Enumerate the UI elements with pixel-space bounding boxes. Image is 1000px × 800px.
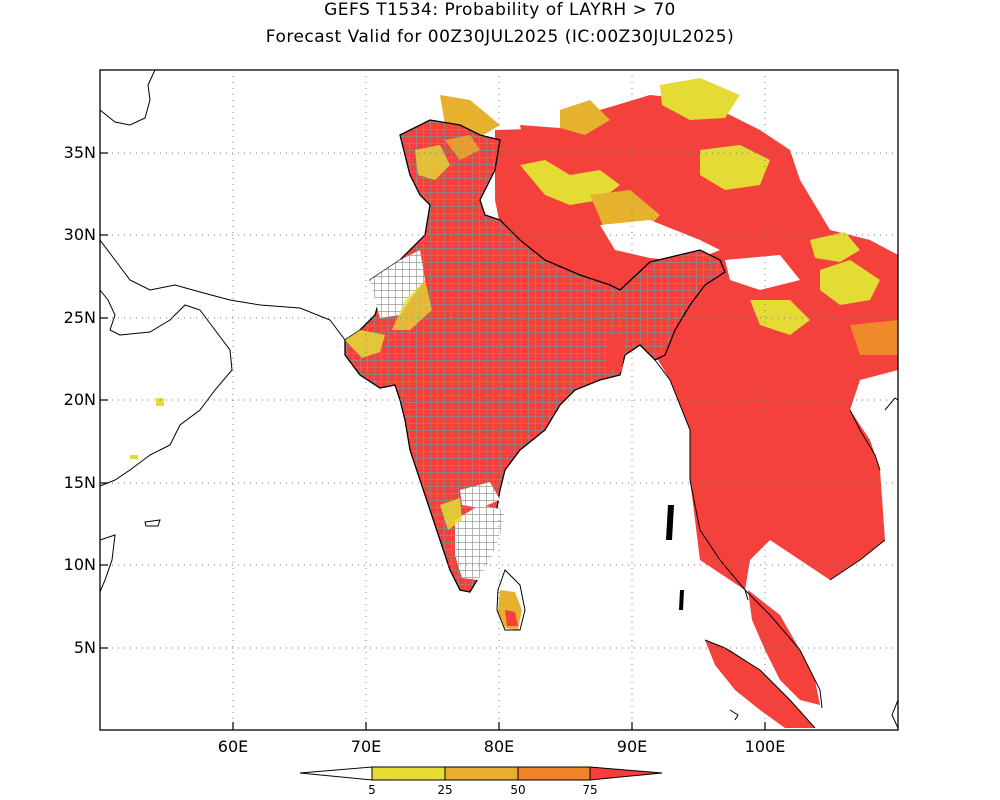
colorbar-label-5: 5: [368, 783, 376, 797]
probability-field: [130, 78, 898, 728]
lat-label-20n: 20N: [63, 390, 96, 409]
lat-label-30n: 30N: [63, 225, 96, 244]
axis-ticks: [100, 152, 766, 730]
lat-label-15n: 15N: [63, 473, 96, 492]
red-region-malay-peninsula: [748, 590, 820, 705]
colorbar-label-75: 75: [582, 783, 598, 797]
lon-label-90e: 90E: [616, 737, 648, 756]
coastlines: [100, 70, 898, 729]
colorbar-label-50: 50: [510, 783, 526, 797]
lon-label-80e: 80E: [483, 737, 515, 756]
india-region: [344, 119, 726, 593]
lat-label-5n: 5N: [73, 638, 96, 657]
colorbar-segment-4: [589, 766, 663, 781]
lat-label-10n: 10N: [63, 555, 96, 574]
colorbar-segment-1: [371, 766, 446, 781]
gridlines: [100, 70, 898, 730]
map-subtitle: Forecast Valid for 00Z30JUL2025 (IC:00Z3…: [265, 27, 735, 47]
colorbar-label-25: 25: [437, 783, 453, 797]
colorbar-segment-3: [517, 766, 591, 781]
colorbar: [299, 766, 663, 781]
lon-label-60e: 60E: [217, 737, 249, 756]
lat-label-35n: 35N: [63, 143, 96, 162]
red-region-tibet-seasia: [495, 95, 898, 590]
colorbar-segment-2: [444, 766, 519, 781]
colorbar-segment-0: [299, 766, 373, 781]
lat-label-25n: 25N: [63, 308, 96, 327]
lon-label-70e: 70E: [350, 737, 382, 756]
lon-label-100e: 100E: [744, 737, 786, 756]
map-title: GEFS T1534: Probability of LAYRH > 70: [324, 0, 676, 20]
red-region-sumatra: [705, 640, 815, 728]
